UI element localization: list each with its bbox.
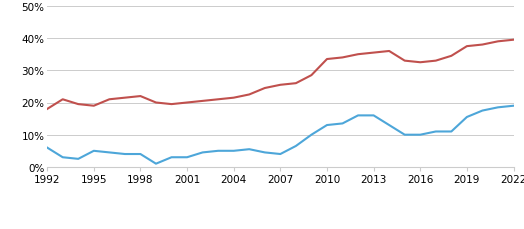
(MI) State Average xyxy=(386,50,392,53)
Line: (MI) State Average: (MI) State Average xyxy=(47,41,514,109)
Armada Middle School xyxy=(153,163,159,165)
Armada Middle School xyxy=(277,153,283,156)
Armada Middle School xyxy=(464,116,470,119)
Armada Middle School xyxy=(510,105,517,108)
(MI) State Average xyxy=(355,54,361,56)
Armada Middle School xyxy=(231,150,237,153)
(MI) State Average xyxy=(44,108,50,111)
(MI) State Average xyxy=(106,98,113,101)
Armada Middle School xyxy=(386,124,392,127)
Armada Middle School xyxy=(308,134,314,136)
(MI) State Average xyxy=(60,98,66,101)
(MI) State Average xyxy=(293,82,299,85)
Armada Middle School xyxy=(122,153,128,156)
Armada Middle School xyxy=(448,131,454,133)
(MI) State Average xyxy=(200,100,206,103)
Armada Middle School xyxy=(200,151,206,154)
(MI) State Average xyxy=(215,98,221,101)
(MI) State Average xyxy=(324,58,330,61)
(MI) State Average xyxy=(417,62,423,64)
Armada Middle School xyxy=(184,156,190,159)
(MI) State Average xyxy=(231,97,237,100)
(MI) State Average xyxy=(137,95,144,98)
Armada Middle School xyxy=(246,148,253,151)
(MI) State Average xyxy=(91,105,97,108)
(MI) State Average xyxy=(277,84,283,87)
Armada Middle School xyxy=(495,106,501,109)
(MI) State Average xyxy=(401,60,408,63)
(MI) State Average xyxy=(495,41,501,44)
(MI) State Average xyxy=(261,87,268,90)
Armada Middle School xyxy=(340,123,346,125)
(MI) State Average xyxy=(370,52,377,55)
Armada Middle School xyxy=(75,158,81,161)
Armada Middle School xyxy=(417,134,423,136)
(MI) State Average xyxy=(510,39,517,42)
Armada Middle School xyxy=(479,110,486,112)
Armada Middle School xyxy=(324,124,330,127)
(MI) State Average xyxy=(153,102,159,104)
Armada Middle School xyxy=(401,134,408,136)
Armada Middle School xyxy=(44,147,50,149)
Armada Middle School xyxy=(168,156,174,159)
(MI) State Average xyxy=(308,74,314,77)
Armada Middle School xyxy=(91,150,97,153)
(MI) State Average xyxy=(479,44,486,47)
(MI) State Average xyxy=(448,55,454,58)
Armada Middle School xyxy=(370,114,377,117)
Armada Middle School xyxy=(137,153,144,156)
(MI) State Average xyxy=(340,57,346,60)
(MI) State Average xyxy=(464,46,470,48)
Armada Middle School xyxy=(293,145,299,148)
Armada Middle School xyxy=(215,150,221,153)
(MI) State Average xyxy=(433,60,439,63)
Line: Armada Middle School: Armada Middle School xyxy=(47,106,514,164)
Armada Middle School xyxy=(261,151,268,154)
Armada Middle School xyxy=(106,151,113,154)
(MI) State Average xyxy=(246,94,253,96)
Armada Middle School xyxy=(355,114,361,117)
(MI) State Average xyxy=(75,103,81,106)
Armada Middle School xyxy=(433,131,439,133)
(MI) State Average xyxy=(184,102,190,104)
(MI) State Average xyxy=(122,97,128,100)
Armada Middle School xyxy=(60,156,66,159)
(MI) State Average xyxy=(168,103,174,106)
